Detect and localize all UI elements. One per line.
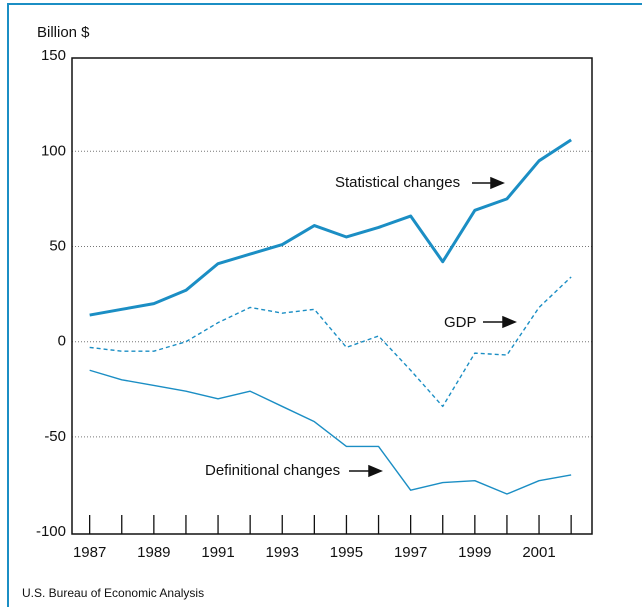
y-tick-label: 150 [41, 47, 66, 64]
x-tick-label: 1989 [137, 544, 170, 561]
x-tick-label: 1991 [201, 544, 234, 561]
y-tick-label: 0 [58, 333, 66, 350]
x-tick-label: 1995 [330, 544, 363, 561]
annotation-arrow [483, 315, 517, 329]
plot-frame [71, 57, 593, 535]
y-tick-label: -50 [44, 428, 66, 445]
x-tick-label: 1987 [73, 544, 106, 561]
source: U.S. Bureau of Economic Analysis [22, 586, 204, 600]
y-tick-label: 100 [41, 142, 66, 159]
x-tick-label: 1999 [458, 544, 491, 561]
x-tick-label: 2001 [522, 544, 555, 561]
x-tick-label: 1997 [394, 544, 427, 561]
y-axis-label: Billion $ [37, 24, 90, 41]
annotation-arrow [349, 464, 383, 478]
annotation: Definitional changes [205, 462, 340, 479]
annotation-arrow [472, 176, 505, 190]
x-tick-label: 1993 [266, 544, 299, 561]
line-series [89, 276, 572, 408]
annotation: GDP [444, 314, 477, 331]
y-tick-label: -100 [36, 523, 66, 540]
line-series [89, 138, 572, 317]
panel-border [7, 3, 642, 607]
line-series [89, 369, 572, 495]
annotation: Statistical changes [335, 174, 460, 191]
y-tick-label: 50 [49, 237, 66, 254]
